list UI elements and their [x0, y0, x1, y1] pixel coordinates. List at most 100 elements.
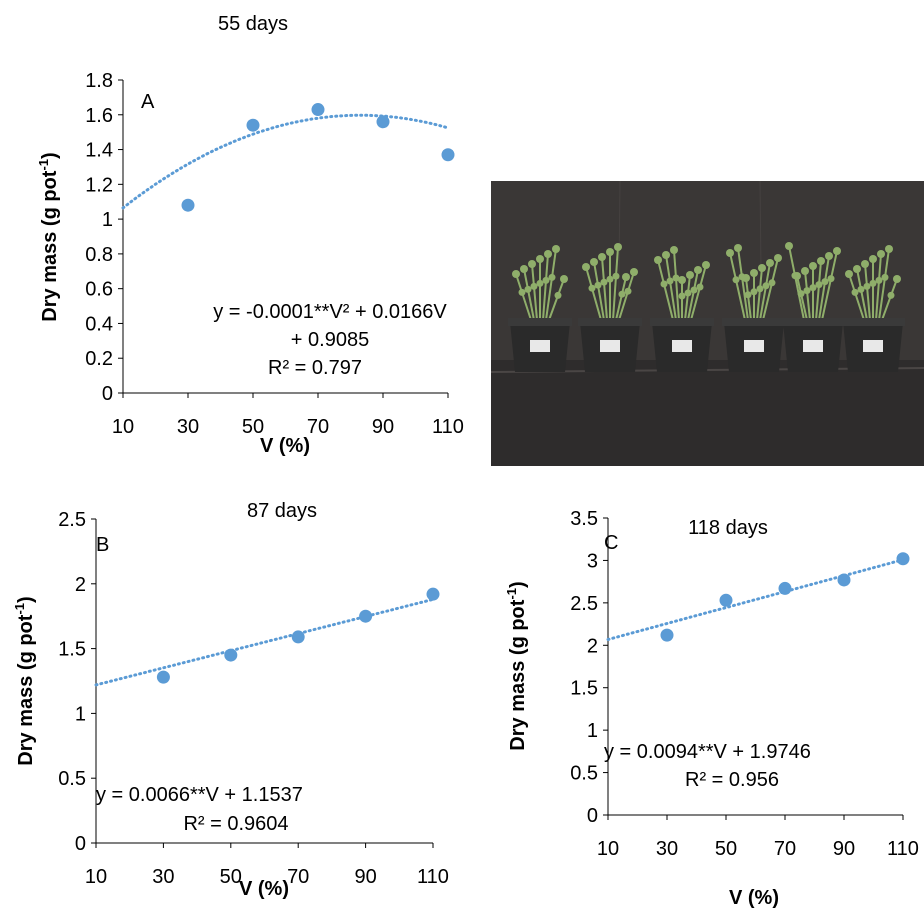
data-point [778, 581, 792, 595]
plant-stem [818, 255, 830, 321]
panel-label: A [141, 91, 155, 113]
plant-leaf [853, 265, 861, 273]
plant-leaf [885, 245, 893, 253]
plant-leaf [768, 279, 776, 287]
plant-leaf [624, 287, 632, 295]
photo-table-cloth [491, 360, 924, 466]
plant-stem [759, 262, 771, 321]
x-tick-label: 90 [833, 838, 855, 860]
plant-leaf [660, 280, 668, 288]
plant-leaf [801, 267, 809, 275]
chart-title: 118 days [688, 517, 768, 539]
plant-leaf [696, 283, 704, 291]
plant-leaf [750, 288, 758, 296]
plant-leaf [614, 243, 622, 251]
plant-leaf [684, 289, 692, 297]
x-tick-label: 70 [774, 838, 796, 860]
potted-plant [578, 243, 642, 372]
plant-leaf [774, 254, 782, 262]
plant-stem [593, 261, 605, 321]
x-tick-label: 30 [177, 416, 199, 438]
x-axis-label: V (%) [729, 887, 779, 909]
plant-leaf [536, 255, 544, 263]
trendline-equation: y = -0.0001**V² + 0.0166V [213, 301, 447, 323]
y-tick-label: 1.4 [85, 140, 113, 162]
plant-stem [673, 249, 680, 321]
plant-leaf [756, 285, 764, 293]
y-tick-label: 0.6 [85, 279, 113, 301]
plant-stem [545, 248, 557, 321]
y-axis-label: Dry mass (g pot-1) [36, 152, 61, 321]
trendline-equation: R² = 0.956 [685, 769, 779, 791]
plant-leaf [666, 277, 674, 285]
y-tick-label: 1 [102, 209, 113, 231]
plant-stem [737, 247, 749, 321]
y-axis-label-sup: -1 [36, 159, 51, 171]
pot-rim [650, 318, 714, 326]
plant-leaf [809, 262, 817, 270]
plant-leaf [588, 284, 596, 292]
plant-stem [601, 256, 608, 321]
y-tick-label: 0 [75, 833, 86, 855]
plant-leaf [606, 248, 614, 256]
plant-leaf [622, 273, 630, 281]
plant-leaf [857, 285, 865, 293]
plant-stem [657, 259, 674, 321]
plant-leaf [863, 282, 871, 290]
chart-title: 87 days [247, 500, 317, 522]
plant-leaf [877, 250, 885, 258]
plant-leaf [598, 253, 606, 261]
pot-rim [722, 318, 786, 326]
plant-leaf [542, 276, 550, 284]
x-tick-label: 50 [715, 838, 737, 860]
plant-photo [490, 180, 924, 466]
y-tick-label: 1.2 [85, 174, 113, 196]
plant-stem [548, 278, 565, 321]
x-tick-label: 10 [597, 838, 619, 860]
plant-leaf [861, 260, 869, 268]
plant-stem [729, 252, 746, 321]
plant-leaf [785, 242, 793, 250]
plant-leaf [869, 255, 877, 263]
y-tick-label: 1 [587, 720, 598, 742]
y-tick-label: 0.8 [85, 244, 113, 266]
data-point [181, 198, 195, 212]
plant-stem [615, 276, 627, 321]
plant-stem [687, 269, 699, 321]
plant-leaf [590, 258, 598, 266]
plant-leaf [686, 271, 694, 279]
plant-stem [856, 268, 868, 321]
y-tick-label: 0.4 [85, 313, 113, 335]
plant-leaf [732, 276, 740, 284]
y-tick-label: 0 [102, 383, 113, 405]
plant-leaf [530, 282, 538, 290]
potted-plant [650, 246, 714, 372]
plant-leaf [742, 274, 750, 282]
y-tick-label: 2.5 [58, 509, 86, 531]
plant-leaf [744, 291, 752, 299]
x-axis-label: V (%) [239, 878, 289, 900]
x-tick-label: 110 [887, 838, 919, 860]
x-tick-label: 110 [432, 416, 464, 438]
plant-stem [848, 273, 865, 321]
y-tick-label: 2 [587, 635, 598, 657]
potted-plant [781, 242, 845, 372]
potted-plant [508, 245, 572, 372]
y-tick-label: 1.5 [58, 639, 86, 661]
data-point [291, 630, 305, 644]
plant-stem [665, 254, 677, 321]
data-point [441, 148, 455, 162]
trendline-equation: R² = 0.797 [268, 357, 362, 379]
data-point [426, 587, 440, 601]
data-point [376, 115, 390, 129]
y-axis-label-sup: -1 [504, 588, 519, 600]
y-axis-label: Dry mass (g pot-1) [504, 581, 529, 750]
plant-leaf [766, 259, 774, 267]
plant-leaf [678, 276, 686, 284]
data-point [896, 552, 910, 566]
chart-panel-a: 0 0.2 0.4 0.6 0.8 1 1.2 1.4 1.6 1.8 10 30 50 70 90 110 5… [36, 13, 464, 457]
plant-leaf [528, 260, 536, 268]
trendline-equation: y = 0.0094**V + 1.9746 [604, 741, 811, 763]
plant-stem [745, 277, 752, 321]
y-axis-label-close: ) [507, 581, 529, 588]
